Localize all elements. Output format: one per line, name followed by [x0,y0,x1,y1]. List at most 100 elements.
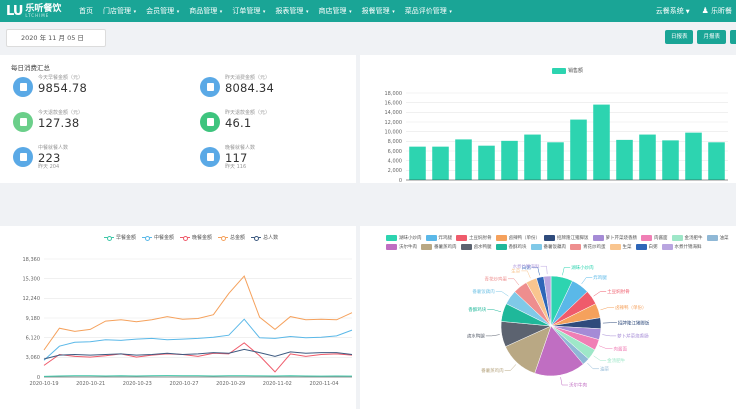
line-legend-item[interactable]: 晚餐金额 [180,234,212,241]
brand-mark: LU [6,3,23,19]
bar[interactable] [685,132,702,180]
pie-label-line [521,270,531,279]
bar[interactable] [570,119,587,180]
nav-item-8[interactable]: 菜品评价管理 ▾ [400,0,457,22]
x-tick-label: 2020-11-02 [263,381,292,387]
y-tick-label: 0 [399,178,402,183]
chevron-down-icon: ▾ [347,9,352,15]
pie-legend-item[interactable]: 香酥鸡块 [495,243,527,250]
pie-label-line [599,345,613,349]
bar[interactable] [662,140,679,180]
bar[interactable] [478,145,495,180]
bar[interactable] [455,139,472,180]
pie-slice[interactable] [543,275,552,327]
pie-label-line [602,334,617,337]
bar-legend: 销售额 [552,67,589,74]
line-legend-item[interactable]: 总金额 [218,234,245,241]
bar[interactable] [524,134,541,180]
pie-legend-item[interactable]: 炸鸡腿 [425,234,452,241]
pie-legend-item[interactable]: 番薯蒸鸡肉 [421,243,457,250]
series-line [43,275,353,351]
pie-legend-item[interactable]: 金汤肥牛 [671,234,703,241]
stat-icon [13,77,33,97]
nav-item-3[interactable]: 商品管理 ▾ [184,0,227,22]
pie-legend-item[interactable]: 白粥 [635,243,658,250]
y-tick-label: 14,000 [385,110,403,116]
nav-item-7[interactable]: 报餐管理 ▾ [357,0,400,22]
bar[interactable] [639,134,656,180]
bar[interactable] [547,142,564,180]
nav-item-4[interactable]: 订单管理 ▾ [227,0,270,22]
pie-legend-item[interactable]: 沃尔牛肉 [386,243,417,250]
pie-label-line [581,277,593,285]
bar[interactable] [409,146,426,180]
stat-label: 今天早餐金额（元） [38,75,84,81]
pie-legend-item[interactable]: 肉酱面 [641,234,668,241]
x-tick-label: 2020-10-21 [76,381,105,387]
pie-legend-item[interactable]: 青花炒鸡蛋 [570,243,606,250]
pie-label: 卤水鸭腿 [467,333,485,340]
legend-sales[interactable]: 销售额 [552,67,583,74]
pie-legend-item[interactable]: 招牌隆江猪脚饭 [544,234,589,241]
report-buttons: 日报表 月报表 [661,30,736,44]
date-picker[interactable]: 2020 年 11 月 05 日 [6,29,106,47]
bar[interactable] [432,146,449,180]
pie-legend-item[interactable]: 卤辣鸭（单份） [495,234,540,241]
pie-legend-item[interactable]: 生菜 [609,243,632,250]
y-tick-label: 8,000 [388,139,402,145]
bar[interactable] [501,140,518,180]
pie-label-line [487,309,502,313]
y-tick-label: 16,000 [385,100,403,106]
user-menu[interactable]: ♟ 乐昕餐 [701,6,732,15]
line-legend-item[interactable]: 早餐金额 [104,234,136,241]
more-button[interactable] [730,30,736,44]
pie-legend-item[interactable]: 湖味小炒肉 [386,234,422,241]
stat-icon [200,77,220,97]
pie-label: 卤辣鸭（单份） [615,304,647,311]
pie-label: 油菜 [600,365,609,372]
monthly-report-button[interactable]: 月报表 [697,30,726,44]
y-tick-label: 0 [37,375,40,381]
pie-legend-item[interactable]: 水煮什锦海鲜 [661,243,702,250]
pie-legend-item[interactable]: 卤水鸭腿 [460,243,492,250]
stat-value: 8084.34 [225,81,274,95]
nav-item-label: 报表管理 [275,7,304,15]
pie-label-line [495,291,509,297]
chevron-down-icon: ▾ [218,9,223,15]
stat-label: 晚餐就餐人数 [225,145,256,151]
pie-label-line [587,362,599,370]
nav-item-label: 商品管理 [189,7,218,15]
line-legend-item[interactable]: 总人数 [251,234,278,241]
line-legend-item[interactable]: 中餐金额 [142,234,174,241]
bar[interactable] [708,142,725,180]
nav-item-label: 门店管理 [103,7,131,15]
brand-subtitle: LTCHIME [25,12,50,18]
x-tick-label: 2020-10-19 [29,381,58,387]
meal-line-chart: 0 3,060 6,120 9,180 12,240 15,300 18,360 2020-1… [23,257,353,387]
pie-legend-item[interactable]: 番薯饭藕肉 [530,243,566,250]
system-switcher[interactable]: 云餐系统 ▼ [655,7,690,15]
pie-label: 炸鸡腿 [593,274,607,281]
series-line [43,318,353,361]
nav-item-0[interactable]: 首页 [74,0,98,22]
top-navbar: LU 乐听餐饮 LTCHIME 首页 门店管理 ▾ 会员管理 ▾ 商品管理 ▾ 订单管理… [0,0,736,22]
bar[interactable] [593,104,610,180]
series-line [43,342,353,373]
bar[interactable] [616,139,633,180]
pie-label: 沃尔牛肉 [569,382,587,389]
pie-legend-item[interactable]: 萝卜芹菜烧香肠 [592,234,637,241]
nav-item-2[interactable]: 会员管理 ▾ [141,0,184,22]
nav-item-5[interactable]: 报表管理 ▾ [270,0,313,22]
y-tick-label: 18,000 [385,91,403,97]
brand-logo[interactable]: LU 乐听餐饮 LTCHIME [0,4,74,19]
chevron-down-icon: ▾ [261,9,266,15]
pie-legend-item[interactable]: 油菜 [706,234,729,241]
pie-label: 番薯蒸鸡肉 [481,367,504,374]
nav-item-6[interactable]: 商店管理 ▾ [314,0,357,22]
stat-icon [200,147,220,167]
pie-legend-item[interactable]: 土豆焖肘骨 [456,234,492,241]
stat-value: 46.1 [225,116,252,130]
nav-item-1[interactable]: 门店管理 ▾ [98,0,141,22]
pie-label: 湖味小炒肉 [571,264,594,271]
daily-report-button[interactable]: 日报表 [664,30,694,44]
